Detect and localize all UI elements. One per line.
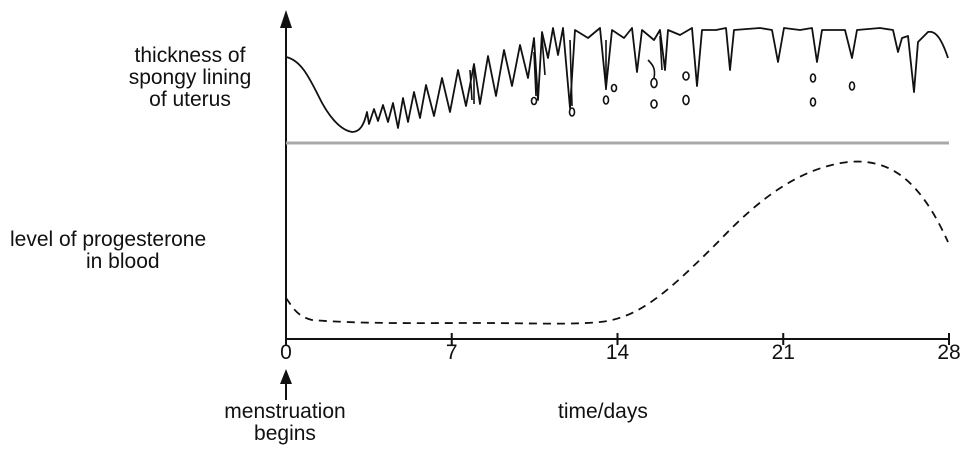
x-axis-ticks — [285, 333, 950, 345]
uterus-lining-label: thickness of spongy lining of uterus — [100, 45, 280, 111]
y-axis-arrowhead — [280, 10, 292, 28]
uterus-lining-curve — [285, 27, 949, 133]
uterus-label-line-2: spongy lining — [128, 66, 252, 89]
tick-label-21: 21 — [771, 341, 795, 364]
progesterone-label-line-2: in blood — [86, 250, 160, 273]
x-axis-label: time/days — [558, 400, 648, 423]
uterus-label-line-1: thickness of — [134, 44, 246, 67]
menstruation-label-line-1: menstruation — [224, 400, 346, 423]
tick-label-7: 7 — [445, 341, 458, 364]
menstruation-label-line-2: begins — [254, 422, 316, 445]
progesterone-curve — [285, 160, 949, 325]
menstruation-label: menstruation begins — [200, 401, 370, 445]
tick-label-28: 28 — [937, 341, 961, 364]
uterus-lining-fragments — [469, 35, 856, 117]
uterus-label-line-3: of uterus — [149, 88, 231, 111]
tick-label-0: 0 — [280, 341, 292, 364]
tick-label-14: 14 — [605, 341, 630, 364]
progesterone-label-line-1: level of progesterone — [10, 228, 207, 251]
menstruation-arrowhead — [280, 369, 292, 384]
progesterone-label: level of progesterone in blood — [10, 229, 206, 273]
